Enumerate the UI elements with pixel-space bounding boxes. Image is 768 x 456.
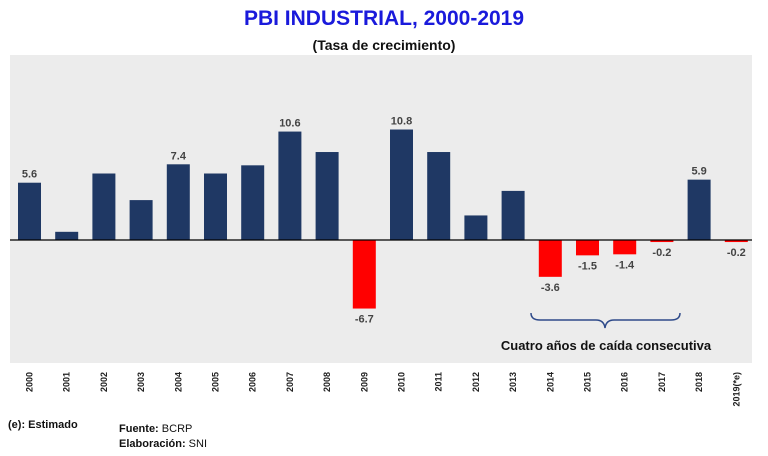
bar-2016 [613,240,637,255]
x-tick-label: 2007 [285,372,295,392]
x-tick-label: 2001 [62,372,72,392]
bar-2008 [315,152,339,240]
x-tick-label: 2005 [211,372,221,392]
x-tick-label: 2016 [620,372,630,392]
x-tick-label: 2006 [248,372,258,392]
x-tick-label: 2012 [471,372,481,392]
bar-2001 [55,231,79,240]
data-label-2016: -1.4 [615,259,635,271]
bar-2018 [687,179,711,240]
bar-2012 [464,215,488,240]
x-tick-label: 2011 [434,372,444,392]
x-tick-label: 2000 [25,372,35,392]
x-tick-label: 2015 [583,372,593,392]
bar-2019(*e) [724,240,748,243]
data-label-2004: 7.4 [171,150,187,162]
source-note: Fuente: BCRP [119,423,192,435]
brace-annotation [530,312,681,329]
bar-2006 [241,165,265,240]
data-label-2009: -6.7 [355,314,374,326]
x-tick-label: 2019(*e) [731,372,741,407]
x-tick-label: 2014 [545,372,555,392]
x-tick-label: 2010 [397,372,407,392]
bar-2004 [166,164,190,240]
bar-2017 [650,240,674,243]
x-tick-label: 2009 [359,372,369,392]
x-tick-label: 2004 [173,372,183,392]
data-label-2007: 10.6 [279,118,300,130]
bar-2009 [352,240,376,309]
chart-title: PBI INDUSTRIAL, 2000-2019 [244,7,524,30]
elaboration-note: Elaboración: SNI [119,438,207,450]
estimated-note: (e): Estimado [8,419,78,431]
bar-2002 [92,173,116,240]
bar-2013 [501,190,525,240]
bar-2015 [576,240,599,256]
bar-2011 [427,152,451,240]
x-tick-label: 2002 [99,372,109,392]
bar-2003 [129,200,153,240]
x-tick-label: 2003 [136,372,146,392]
x-tick-label: 2018 [694,372,704,392]
bar-2014 [538,240,562,277]
data-label-2018: 5.9 [691,166,706,178]
plot-background [10,55,752,363]
bar-2010 [390,129,413,240]
x-tick-label: 2008 [322,372,332,392]
x-tick-label: 2017 [657,372,667,392]
bar-2005 [204,173,227,240]
data-label-2000: 5.6 [22,169,37,181]
data-label-2010: 10.8 [391,116,412,128]
chart-subtitle: (Tasa de crecimiento) [313,37,456,53]
data-label-2017: -0.2 [652,247,671,259]
data-label-2014: -3.6 [541,282,560,294]
x-tick-label: 2013 [508,372,518,392]
bar-2000 [18,182,41,240]
data-label-2015: -1.5 [578,260,597,272]
bar-2007 [278,131,302,240]
data-label-2019(*e): -0.2 [727,247,746,259]
annotation-text: Cuatro años de caída consecutiva [501,338,712,353]
